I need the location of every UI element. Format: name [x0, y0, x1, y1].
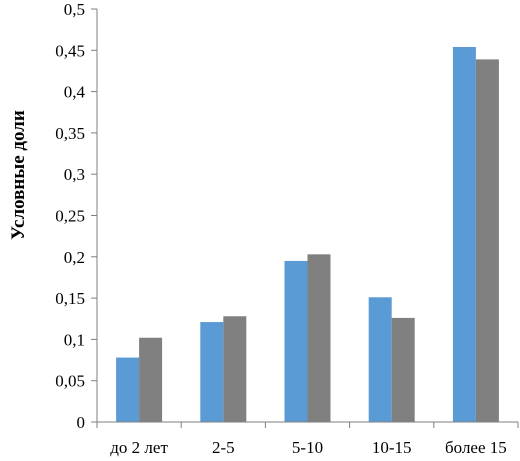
y-tick-label: 0,3: [64, 165, 85, 184]
x-category-label: более 15: [445, 438, 507, 457]
x-axis-labels: до 2 лет 2-5 5-10 10-15 более 15: [110, 438, 506, 457]
bars: [116, 46, 499, 423]
bar-series-2-4: [391, 317, 415, 422]
x-category-label: 2-5: [212, 438, 235, 457]
y-axis-ticks: 0 0,05 0,1 0,15 0,2 0,25 0,3 0,35 0,4 0,45 0,5: [55, 0, 97, 432]
y-tick-label: 0,15: [55, 289, 85, 308]
axes: [96, 9, 519, 428]
bar-series-1-1: [116, 357, 140, 422]
bar-series-1-5: [452, 46, 476, 422]
bar-series-2-1: [139, 337, 163, 422]
bar-series-1-3: [284, 260, 308, 422]
x-category-label: 10-15: [372, 438, 412, 457]
bar-series-2-2: [223, 316, 247, 422]
y-axis-label: Условные доли: [8, 110, 29, 240]
bar-series-1-2: [200, 322, 224, 422]
y-tick-label: 0,05: [55, 372, 85, 391]
y-tick-label: 0: [77, 413, 86, 432]
bar-series-2-3: [307, 254, 331, 422]
y-tick-label: 0,35: [55, 124, 85, 143]
y-tick-label: 0,1: [64, 330, 85, 349]
y-tick-label: 0,5: [64, 0, 85, 19]
x-category-label: до 2 лет: [110, 438, 168, 457]
bar-series-1-4: [368, 297, 392, 422]
y-tick-label: 0,2: [64, 248, 85, 267]
x-category-label: 5-10: [292, 438, 323, 457]
bar-series-2-5: [475, 59, 499, 423]
y-tick-label: 0,25: [55, 207, 85, 226]
y-tick-label: 0,4: [64, 83, 86, 102]
y-tick-label: 0,45: [55, 41, 85, 60]
